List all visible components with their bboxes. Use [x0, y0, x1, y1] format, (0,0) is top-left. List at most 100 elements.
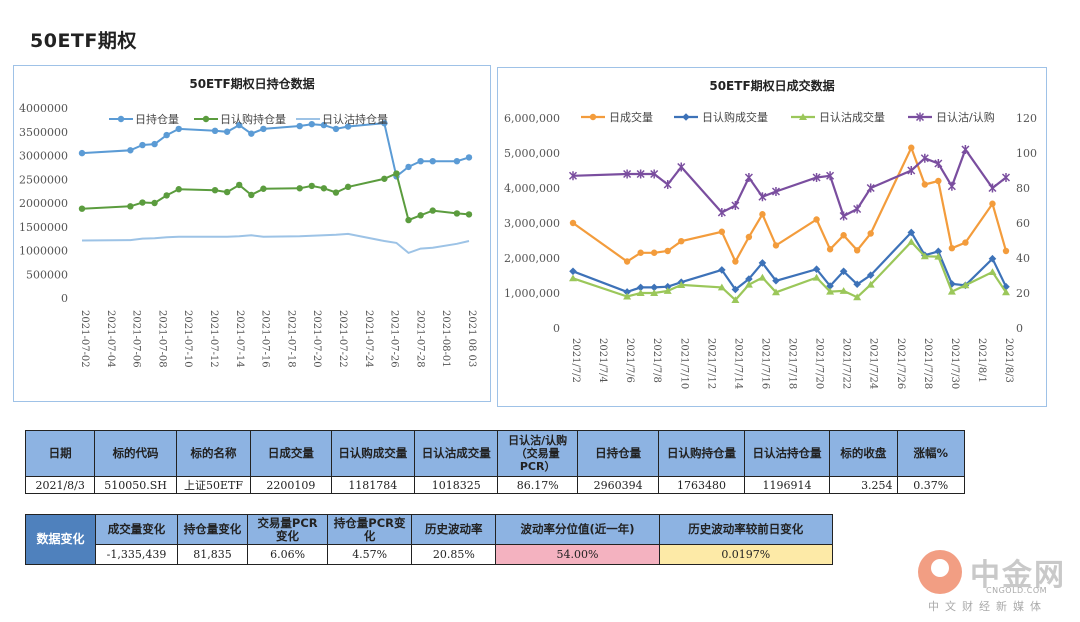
x-tick-label: 2021/7/8 [651, 338, 662, 383]
data-point [744, 280, 753, 288]
data-point [934, 159, 943, 168]
y-tick-label: 500000 [26, 268, 68, 281]
legend-marker [589, 113, 597, 121]
table1-header-cell: 标的代码 [94, 430, 177, 477]
data-point [866, 183, 875, 193]
data-point [812, 273, 821, 281]
x-tick-label: 2021-07-08 [156, 310, 167, 368]
data-point [758, 273, 767, 281]
x-tick-label: 2021-07-22 [337, 310, 348, 368]
data-point [988, 183, 997, 193]
y-tick-label: 2000000 [19, 197, 68, 210]
data-point [569, 267, 577, 276]
brand-url: CNGOLD.COM [986, 586, 1048, 595]
y2-tick-label: 100 [1016, 147, 1037, 160]
table2-value-cell: 81,835 [177, 544, 249, 565]
data-point [759, 211, 766, 218]
data-point [921, 181, 929, 188]
data-point [839, 287, 848, 294]
data-point [320, 185, 328, 192]
x-tick-label: 2021/7/12 [705, 338, 716, 389]
data-point [429, 207, 436, 214]
data-point [718, 228, 726, 235]
data-point [744, 173, 753, 182]
data-point [78, 149, 86, 157]
data-point [935, 177, 942, 185]
x-tick-label: 2021/7/16 [759, 338, 770, 389]
x-tick-label: 2021/7/14 [732, 338, 743, 389]
data-point [127, 203, 134, 210]
data-point [344, 123, 352, 130]
data-point [731, 296, 740, 303]
table2-header-cell: 交易量PCR 变化 [247, 514, 329, 545]
data-point [732, 258, 739, 265]
x-tick-label: 2021-08-01 [440, 310, 451, 368]
data-point [745, 233, 753, 241]
legend-marker [202, 115, 210, 123]
legend-marker [117, 115, 125, 123]
data-point [127, 147, 134, 154]
table2-header-cell: 历史波动率 [411, 514, 497, 545]
data-point [947, 287, 956, 295]
table2-header-row: 数据变化 成交量变化 持仓量变化 交易量PCR 变化 持仓量PCR变 化 历史波… [25, 514, 834, 565]
data-point [663, 180, 672, 189]
y-tick-label: 5,000,000 [504, 147, 560, 160]
data-point [1002, 282, 1010, 291]
data-point [344, 183, 352, 191]
x-tick-label: 2021-07-24 [363, 310, 374, 368]
table2-value-cell: 6.06% [247, 544, 329, 565]
x-tick-label: 2021/7/10 [678, 338, 689, 389]
brand-logo-icon [918, 550, 962, 594]
volume-chart-svg: 50ETF期权日成交数据 0 1,000,000 2,000,000 3,000,000… [504, 78, 1037, 389]
data-point [139, 141, 146, 149]
data-point [812, 265, 821, 273]
y2-tick-label: 0 [1016, 322, 1023, 335]
data-point [650, 169, 659, 179]
y2-tick-label: 120 [1016, 112, 1037, 125]
legend-label: 日成交量 [609, 110, 653, 124]
legend-label: 日认沽成交量 [819, 110, 885, 124]
data-point [663, 287, 672, 294]
x-tick-label: 2021-07-28 [414, 310, 425, 368]
x-tick-label: 2021/7/24 [868, 338, 879, 389]
data-point [920, 153, 929, 163]
legend-label: 日认沽持仓量 [322, 112, 388, 126]
data-point [78, 205, 86, 212]
page-title: 50ETF期权 [30, 30, 137, 52]
data-point [840, 232, 847, 239]
table1-header-cell: 日持仓量 [576, 430, 660, 477]
table1-value-cell: 上证50ETF [175, 476, 252, 494]
data-point [381, 120, 388, 127]
x-tick-label: 2021/7/26 [895, 338, 906, 389]
table1-header-cell: 标的名称 [175, 430, 252, 477]
legend-label: 日认沽/认购 [936, 110, 995, 124]
data-point [175, 125, 182, 133]
y-tick-label: 6,000,000 [504, 112, 560, 125]
table1-header-cell: 日认购成交量 [330, 430, 416, 477]
volume-chart: 50ETF期权日成交数据 0 1,000,000 2,000,000 3,000,000… [497, 67, 1047, 407]
table1-header-cell: 日认沽/认购 （交易量 PCR） [497, 430, 578, 477]
data-point [717, 283, 726, 291]
y-tick-label: 2500000 [19, 173, 68, 186]
data-point [771, 187, 780, 196]
y2-tick-label: 60 [1016, 217, 1030, 230]
table1-header-cell: 日成交量 [250, 430, 332, 477]
data-point [236, 121, 243, 129]
table2-value-cell: 4.57% [327, 544, 413, 565]
data-point [569, 219, 577, 227]
data-point [260, 185, 267, 192]
table2-value-cell: -1,335,439 [94, 544, 179, 565]
table1-value-cell: 86.17% [497, 476, 578, 494]
data-point [163, 192, 170, 199]
data-point [429, 158, 436, 165]
data-point [623, 258, 631, 265]
data-point [568, 171, 578, 181]
data-point [826, 171, 835, 181]
data-point [988, 268, 997, 275]
data-point [867, 230, 874, 237]
legend-marker [682, 113, 690, 121]
data-point [826, 246, 834, 253]
data-point [236, 181, 243, 189]
x-tick-label: 2021/7/22 [841, 338, 852, 389]
table1-value-cell: 1018325 [414, 476, 499, 494]
